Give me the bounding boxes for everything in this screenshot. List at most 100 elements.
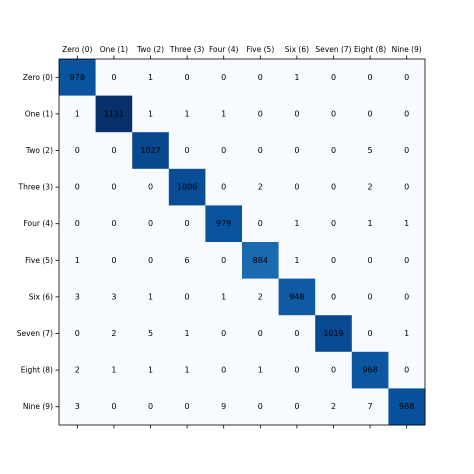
cell-value-label: 0 <box>331 292 336 301</box>
cell-value-label: 0 <box>331 183 336 192</box>
y-tick-label-nine-9: Nine (9) <box>23 402 53 411</box>
y-tick-label-five-5: Five (5) <box>25 256 53 265</box>
cell-value-label: 0 <box>75 146 80 155</box>
cell-value-label: 1006 <box>177 183 197 192</box>
cell-value-label: 0 <box>185 146 190 155</box>
cell-value-label: 1 <box>404 329 409 338</box>
cell-value-label: 0 <box>294 183 299 192</box>
heatmap-cell <box>388 168 426 206</box>
cell-value-label: 0 <box>331 366 336 375</box>
heatmap-cell <box>95 242 133 280</box>
cell-value-label: 0 <box>75 329 80 338</box>
heatmap-cell <box>132 278 170 316</box>
heatmap-cell <box>388 278 426 316</box>
heatmap-cell <box>278 388 316 426</box>
cell-value-label: 2 <box>111 329 116 338</box>
heatmap-cell <box>95 388 133 426</box>
cell-value-label: 0 <box>404 146 409 155</box>
cell-value-label: 2 <box>258 292 263 301</box>
cell-value-label: 0 <box>148 219 153 228</box>
x-tick-label-two-2: Two (2) <box>136 45 164 54</box>
cell-value-label: 1 <box>185 329 190 338</box>
heatmap-cell <box>315 168 353 206</box>
cell-value-label: 1 <box>294 73 299 82</box>
heatmap-cell <box>388 132 426 170</box>
heatmap-cell-labels: 978 0 1 0 0 0 1 0 0 01 1131 1 1 1 0 0 0 0 00 0 1027 0 0 0 0 0 5 00 0… <box>70 73 415 411</box>
cell-value-label: 0 <box>111 146 116 155</box>
cell-value-label: 2 <box>368 183 373 192</box>
cell-value-label: 1019 <box>323 329 343 338</box>
heatmap-cell <box>132 205 170 243</box>
cell-value-label: 1 <box>148 109 153 118</box>
y-tick-label-seven-7: Seven (7) <box>17 329 53 338</box>
cell-value-label: 0 <box>404 109 409 118</box>
cell-value-label: 6 <box>185 256 190 265</box>
cell-value-label: 1 <box>258 366 263 375</box>
cell-value-label: 0 <box>331 146 336 155</box>
cell-value-label: 0 <box>294 146 299 155</box>
cell-value-label: 0 <box>258 329 263 338</box>
heatmap-cell <box>132 132 170 170</box>
x-tick-label-eight-8: Eight (8) <box>354 45 386 54</box>
cell-value-label: 0 <box>294 109 299 118</box>
cell-value-label: 1 <box>294 219 299 228</box>
heatmap-cell <box>388 388 426 426</box>
heatmap-cell <box>95 278 133 316</box>
cell-value-label: 0 <box>148 256 153 265</box>
heatmap-cell <box>315 351 353 389</box>
heatmap-cell <box>205 205 243 243</box>
heatmap-cell <box>351 388 389 426</box>
cell-value-label: 1 <box>111 366 116 375</box>
heatmap-cell <box>242 278 280 316</box>
heatmap-cell <box>351 205 389 243</box>
cell-value-label: 0 <box>111 402 116 411</box>
heatmap-cell <box>132 388 170 426</box>
heatmap-cell <box>59 242 97 280</box>
cell-value-label: 2 <box>258 183 263 192</box>
cell-value-label: 0 <box>368 292 373 301</box>
cell-value-label: 0 <box>404 183 409 192</box>
y-axis-ticks: Zero (0) One (1) Two (2) Three (3) Four (4) F… <box>17 73 59 411</box>
heatmap-cell <box>132 59 170 97</box>
heatmap-cell <box>242 351 280 389</box>
cell-value-label: 0 <box>258 219 263 228</box>
heatmap-cell <box>315 388 353 426</box>
heatmap-cell <box>205 315 243 353</box>
heatmap-cell <box>95 95 133 133</box>
heatmap-cell <box>168 168 206 206</box>
cell-value-label: 1 <box>294 256 299 265</box>
heatmap-cell <box>351 315 389 353</box>
cell-value-label: 0 <box>221 256 226 265</box>
cell-value-label: 0 <box>221 183 226 192</box>
heatmap-cell <box>278 132 316 170</box>
cell-value-label: 1 <box>75 109 80 118</box>
heatmap-cell <box>242 388 280 426</box>
heatmap-cell <box>278 205 316 243</box>
heatmap-cell <box>315 205 353 243</box>
heatmap-cell <box>242 242 280 280</box>
heatmap-cell <box>388 242 426 280</box>
heatmap-cell <box>242 59 280 97</box>
heatmap-cell <box>351 168 389 206</box>
cell-value-label: 0 <box>258 109 263 118</box>
cell-value-label: 1 <box>148 73 153 82</box>
cell-value-label: 1 <box>221 292 226 301</box>
heatmap-cell <box>168 242 206 280</box>
cell-value-label: 1 <box>221 109 226 118</box>
heatmap-cell <box>205 242 243 280</box>
y-tick-label-eight-8: Eight (8) <box>21 366 53 375</box>
heatmap-cell <box>95 59 133 97</box>
cell-value-label: 0 <box>368 329 373 338</box>
cell-value-label: 0 <box>148 183 153 192</box>
cell-value-label: 0 <box>258 402 263 411</box>
y-tick-label-one-1: One (1) <box>25 109 53 118</box>
cell-value-label: 1 <box>148 366 153 375</box>
cell-value-label: 0 <box>294 366 299 375</box>
cell-value-label: 5 <box>148 329 153 338</box>
y-tick-label-six-6: Six (6) <box>29 292 53 301</box>
heatmap-cell <box>168 388 206 426</box>
cell-value-label: 948 <box>289 292 304 301</box>
heatmap-cell <box>242 132 280 170</box>
cell-value-label: 0 <box>368 109 373 118</box>
x-tick-label-seven-7: Seven (7) <box>315 45 351 54</box>
